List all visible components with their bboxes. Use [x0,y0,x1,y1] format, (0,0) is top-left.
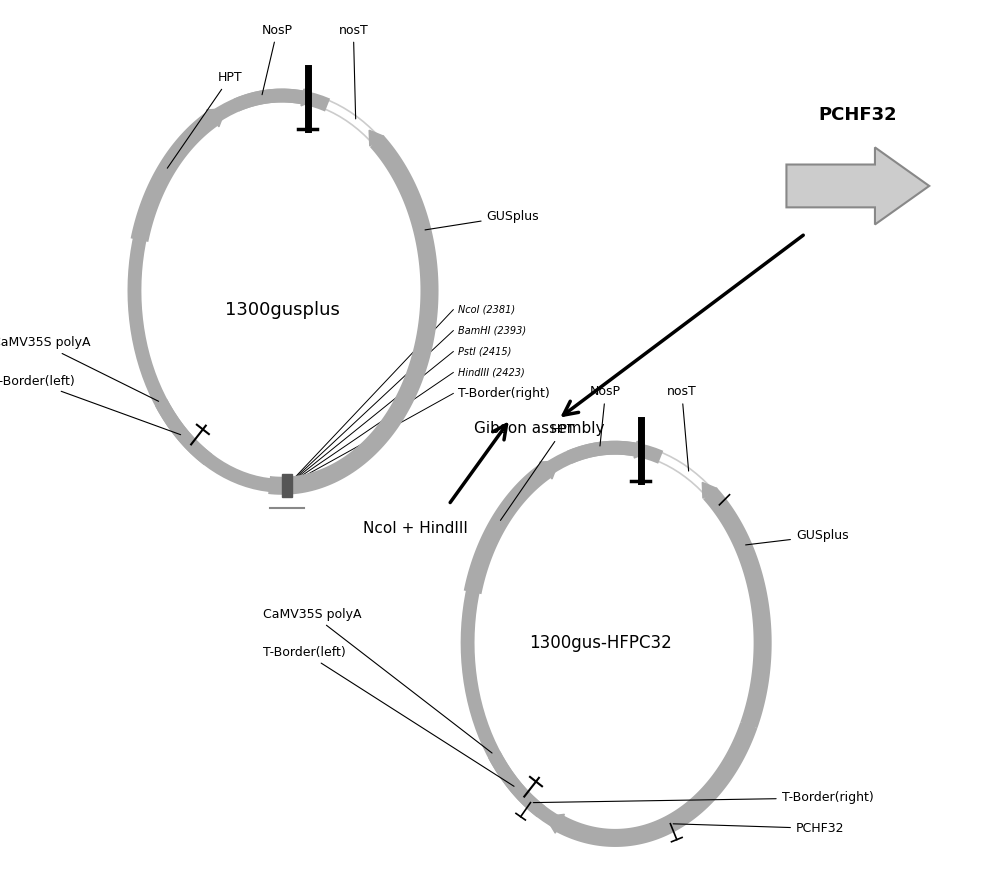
Text: NosP: NosP [262,24,293,94]
Polygon shape [545,814,564,834]
Text: GUSplus: GUSplus [746,529,849,545]
Text: T-Border(left): T-Border(left) [263,645,514,787]
Text: Gibson assembly: Gibson assembly [474,421,604,436]
Polygon shape [634,442,649,458]
Text: nosT: nosT [667,385,697,471]
Text: NosP: NosP [590,385,621,446]
Text: 1300gus-HFPC32: 1300gus-HFPC32 [529,634,672,652]
Bar [282,474,292,497]
Text: BamHI (2393): BamHI (2393) [458,326,526,336]
Text: PCHF32: PCHF32 [819,106,897,125]
Text: T-Border(right): T-Border(right) [458,387,550,400]
Text: 1300gusplus: 1300gusplus [225,301,339,319]
Text: HPT: HPT [167,72,242,169]
Text: NcoI + HindIII: NcoI + HindIII [363,521,468,536]
Polygon shape [702,482,717,498]
Text: CaMV35S polyA: CaMV35S polyA [0,336,159,401]
Text: HPT: HPT [500,424,575,520]
Polygon shape [207,109,226,127]
Text: NcoI (2381): NcoI (2381) [458,305,515,314]
Text: PCHF32: PCHF32 [673,822,844,835]
Text: nosT: nosT [338,24,368,119]
Text: T-Border(left): T-Border(left) [0,374,181,434]
Polygon shape [301,89,316,106]
Text: CaMV35S polyA: CaMV35S polyA [263,608,492,753]
Text: HindIII (2423): HindIII (2423) [458,367,525,378]
Polygon shape [786,147,929,224]
Text: T-Border(right): T-Border(right) [533,791,873,804]
Text: PstI (2415): PstI (2415) [458,346,511,357]
Text: GUSplus: GUSplus [425,209,539,230]
Polygon shape [540,461,559,479]
Polygon shape [369,131,384,146]
